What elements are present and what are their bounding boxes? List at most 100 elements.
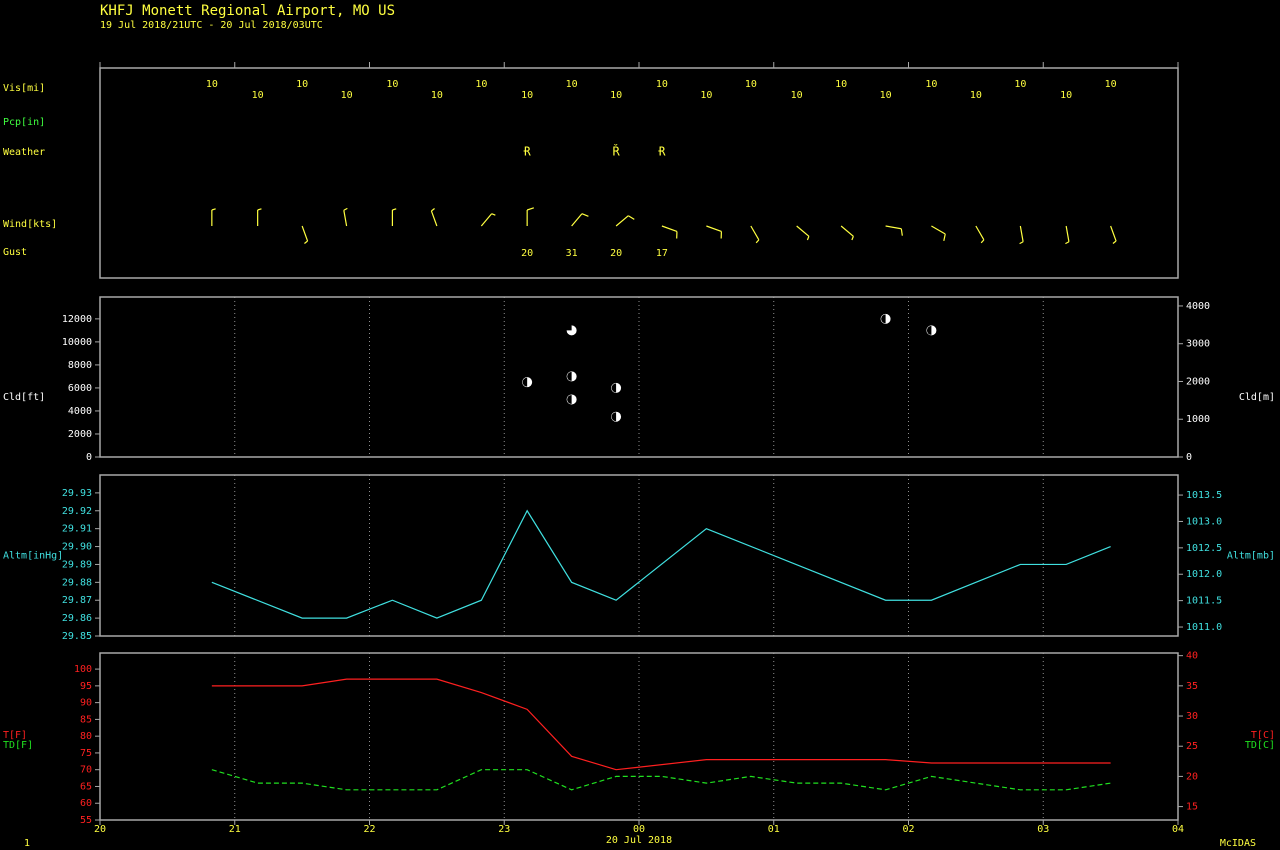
x-tick-label: 02 bbox=[902, 824, 914, 835]
y-tick-label: 65 bbox=[80, 781, 92, 792]
wind-barb bbox=[975, 225, 985, 244]
footer-right: McIDAS bbox=[1220, 838, 1256, 849]
visibility-value: 10 bbox=[206, 79, 218, 90]
wind-barb bbox=[391, 208, 397, 226]
wind-barb bbox=[211, 208, 216, 226]
wind-barb bbox=[1065, 225, 1070, 245]
y-tick-label: 60 bbox=[80, 798, 92, 809]
cloud-symbol bbox=[566, 394, 577, 405]
y-tick-label: 70 bbox=[80, 765, 92, 776]
legend-label: TD[F] bbox=[3, 740, 33, 751]
x-axis-label: 20 Jul 2018 bbox=[606, 835, 672, 846]
row-label: Pcp[in] bbox=[3, 117, 45, 128]
cloud-symbol bbox=[926, 325, 937, 336]
y2-tick-label: 1013.0 bbox=[1186, 516, 1222, 527]
footer-left: 1 bbox=[24, 838, 30, 849]
legend-label-right: TD[C] bbox=[1245, 740, 1275, 751]
visibility-value: 10 bbox=[1014, 79, 1026, 90]
wind-barb bbox=[750, 225, 760, 244]
panel-frame bbox=[99, 652, 1179, 821]
cloud-symbol bbox=[522, 377, 533, 388]
wind-barb bbox=[430, 208, 438, 227]
y-tick-label: 10000 bbox=[62, 337, 92, 348]
visibility-value: 10 bbox=[880, 90, 892, 101]
y2-tick-label: 1012.5 bbox=[1186, 543, 1222, 554]
visibility-value: 10 bbox=[970, 90, 982, 101]
y-tick-label: 29.90 bbox=[62, 542, 92, 553]
y-tick-label: 29.86 bbox=[62, 613, 92, 624]
series-line bbox=[211, 678, 1111, 771]
y-tick-label: 29.88 bbox=[62, 577, 92, 588]
x-tick-label: 20 bbox=[94, 824, 106, 835]
x-tick-label: 23 bbox=[498, 824, 510, 835]
y-tick-label: 4000 bbox=[68, 406, 92, 417]
visibility-value: 10 bbox=[610, 90, 622, 101]
y2-tick-label: 1013.5 bbox=[1186, 490, 1222, 501]
y-tick-label: 0 bbox=[86, 452, 92, 463]
gust-value: 20 bbox=[610, 248, 622, 259]
cloud-cover bbox=[522, 377, 528, 387]
y2-axis-label: Cld[m] bbox=[1239, 392, 1275, 403]
y2-tick-label: 3000 bbox=[1186, 339, 1210, 350]
gust-value: 20 bbox=[521, 248, 533, 259]
wind-barb bbox=[257, 208, 262, 226]
visibility-value: 10 bbox=[431, 90, 443, 101]
cloud-cover bbox=[562, 321, 572, 331]
y2-tick-label: 2000 bbox=[1186, 376, 1210, 387]
x-tick-label: 03 bbox=[1037, 824, 1049, 835]
series-line bbox=[211, 509, 1111, 619]
wind-barb bbox=[571, 213, 589, 227]
y-axis-label: Cld[ft] bbox=[3, 392, 45, 403]
weather-symbol: Ř bbox=[612, 144, 620, 159]
cloud-symbol bbox=[611, 382, 622, 393]
wind-barb bbox=[661, 225, 678, 239]
visibility-value: 10 bbox=[566, 79, 578, 90]
cloud-symbol bbox=[566, 371, 577, 382]
cloud-symbol bbox=[611, 411, 622, 422]
y-tick-label: 100 bbox=[74, 664, 92, 675]
visibility-value: 10 bbox=[1060, 90, 1072, 101]
cloud-cover bbox=[926, 325, 932, 335]
y-tick-label: 2000 bbox=[68, 429, 92, 440]
wind-barb bbox=[480, 213, 496, 227]
y-tick-label: 29.91 bbox=[62, 524, 92, 535]
visibility-value: 10 bbox=[835, 79, 847, 90]
title: KHFJ Monett Regional Airport, MO US bbox=[100, 3, 395, 19]
wind-barb bbox=[885, 225, 903, 236]
cloud-cover bbox=[881, 314, 886, 324]
y2-tick-label: 1011.5 bbox=[1186, 596, 1222, 607]
wind-barb bbox=[301, 225, 309, 244]
y2-tick-label: 15 bbox=[1186, 802, 1198, 813]
y2-tick-label: 35 bbox=[1186, 681, 1198, 692]
wind-barb bbox=[526, 207, 535, 226]
wind-barb bbox=[615, 215, 635, 227]
visibility-value: 10 bbox=[252, 90, 264, 101]
wind-barb bbox=[796, 225, 810, 241]
y-tick-label: 29.85 bbox=[62, 631, 92, 642]
subtitle: 19 Jul 2018/21UTC - 20 Jul 2018/03UTC bbox=[100, 20, 323, 31]
y-tick-label: 8000 bbox=[68, 360, 92, 371]
y-tick-label: 85 bbox=[80, 714, 92, 725]
y-tick-label: 55 bbox=[80, 815, 92, 826]
legend-label: T[F] bbox=[3, 730, 27, 741]
visibility-value: 10 bbox=[1105, 79, 1117, 90]
y2-tick-label: 40 bbox=[1186, 651, 1198, 662]
visibility-value: 10 bbox=[475, 79, 487, 90]
panel-frame bbox=[99, 296, 1179, 458]
visibility-value: 10 bbox=[341, 90, 353, 101]
series-line bbox=[211, 769, 1111, 791]
wind-barb bbox=[1110, 225, 1117, 244]
y2-tick-label: 1011.0 bbox=[1186, 622, 1222, 633]
weather-symbol: Ɍ bbox=[524, 145, 532, 159]
y2-tick-label: 25 bbox=[1186, 741, 1198, 752]
weather-symbol: Ɍ bbox=[658, 145, 666, 159]
y-tick-label: 80 bbox=[80, 731, 92, 742]
y2-tick-label: 1000 bbox=[1186, 414, 1210, 425]
wind-barb bbox=[343, 207, 348, 227]
visibility-value: 10 bbox=[925, 79, 937, 90]
row-label: Vis[mi] bbox=[3, 83, 45, 94]
cloud-symbol bbox=[562, 321, 577, 336]
visibility-value: 10 bbox=[296, 79, 308, 90]
cloud-cover bbox=[567, 371, 572, 381]
